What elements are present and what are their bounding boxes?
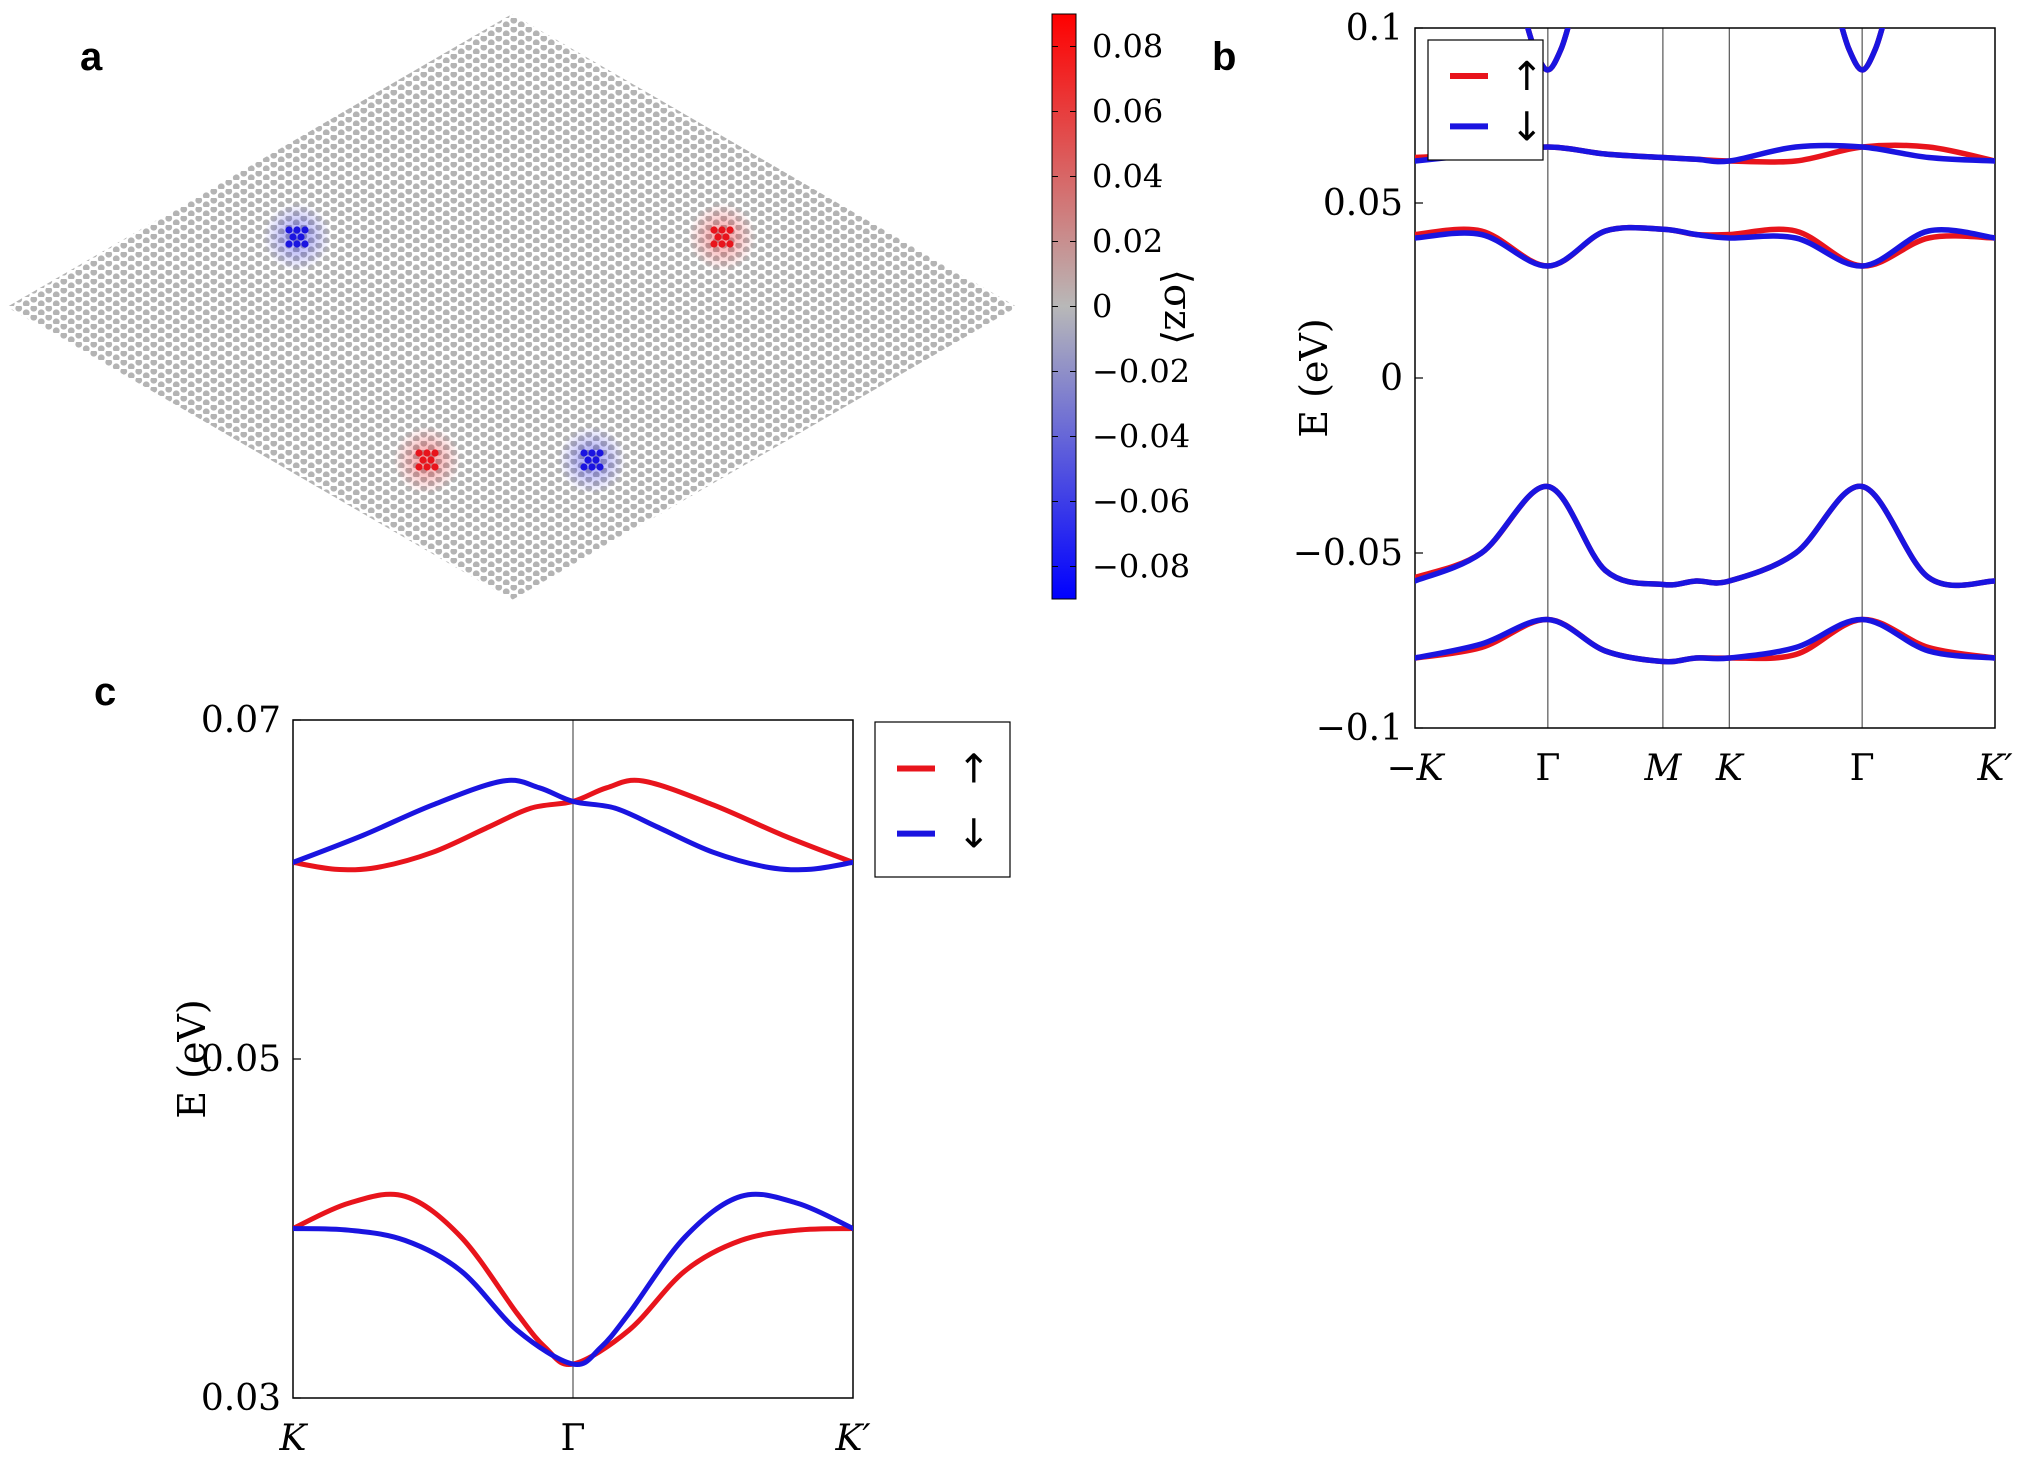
cluster-site — [580, 463, 588, 471]
panel-b-ytick-label: 0.05 — [1323, 183, 1403, 224]
panel-c-upper-band-up — [293, 777, 853, 873]
cluster-site — [714, 233, 722, 241]
plot-area — [293, 777, 853, 1368]
panel-label-b: b — [1212, 35, 1236, 79]
panel-b-xtick-label: K — [1715, 748, 1745, 789]
panel-b-bandstructure: 0.1 0.05 0 −0.05 −0.1−K Γ M K Γ K′ E (eV) ↑↓ — [1292, 8, 2013, 789]
panel-c-xtick-label: K — [279, 1418, 309, 1459]
panel-b-ytick-label: −0.1 — [1316, 708, 1403, 749]
panel-c-legend-label: ↓ — [957, 812, 991, 858]
panel-b-band-down-1 — [1415, 224, 1995, 269]
panel-b-legend-label: ↓ — [1510, 104, 1544, 150]
panel-b-top-band-down — [1524, 28, 1571, 73]
panel-b-ytick-label: 0.1 — [1346, 8, 1403, 49]
cluster-site — [297, 233, 305, 241]
panel-b-xtick-label: M — [1643, 748, 1682, 789]
panel-c-ytick-label: 0.03 — [201, 1378, 281, 1419]
cluster-site — [431, 449, 439, 457]
colorbar-tick-label: −0.08 — [1092, 548, 1190, 586]
cluster-site — [423, 449, 431, 457]
cluster-site — [726, 240, 734, 248]
cluster-site — [596, 449, 604, 457]
cluster-site — [301, 226, 309, 234]
cluster-upper-left — [263, 203, 331, 271]
colorbar-ticks: 0.08 0.06 0.04 0.02 0 −0.02 −0.04 −0.06 −0.08 — [1052, 28, 1190, 586]
cluster-site — [588, 463, 596, 471]
panel-b-legend-box — [1427, 39, 1544, 161]
panel-c-ylabel: E (eV) — [170, 999, 214, 1118]
panel-c-legend-box — [874, 721, 1011, 878]
cluster-site — [718, 240, 726, 248]
cluster-site — [293, 226, 301, 234]
panel-b-xtick-label: Γ — [1535, 748, 1560, 789]
panel-c-bandstructure: 0.07 0.05 0.03K Γ K′ E (eV) ↑ ↓ — [170, 700, 1011, 1459]
colorbar-tick-label: 0.08 — [1092, 28, 1163, 66]
cluster-site — [710, 226, 718, 234]
cluster-site — [423, 463, 431, 471]
panel-c-xtick-label: Γ — [561, 1418, 586, 1459]
cluster-site — [427, 456, 435, 464]
panel-b-ytick-label: 0 — [1380, 358, 1403, 399]
cluster-site — [415, 463, 423, 471]
colorbar: 0.08 0.06 0.04 0.02 0 −0.02 −0.04 −0.06 −0.08 ⟨σ… — [1051, 13, 1200, 600]
colorbar-tick-label: −0.06 — [1092, 483, 1190, 521]
panel-b-ytick-label: −0.05 — [1293, 533, 1403, 574]
panel-b-top-band-down — [1839, 28, 1886, 73]
colorbar-tick-label: −0.04 — [1092, 418, 1190, 456]
panel-c-ytick-label: 0.05 — [201, 1039, 281, 1080]
panel-b-legend-label: ↑ — [1510, 54, 1544, 100]
colorbar-tick-label: 0.04 — [1092, 158, 1163, 196]
panel-b-xtick-label: K′ — [1976, 748, 2012, 789]
colorbar-label: ⟨σz⟩ — [1156, 269, 1200, 345]
panel-label-c: c — [94, 670, 116, 714]
lattice-rhombus — [7, 14, 1017, 600]
colorbar-tick-label: 0 — [1092, 288, 1112, 326]
cluster-site — [293, 240, 301, 248]
cluster-site — [722, 233, 730, 241]
panel-a-lattice — [7, 14, 1017, 600]
panel-c-upper-band-down — [293, 777, 853, 873]
cluster-site — [301, 240, 309, 248]
cluster-site — [726, 226, 734, 234]
panel-c-xtick-label: K′ — [834, 1418, 870, 1459]
colorbar-tick-label: −0.02 — [1092, 353, 1190, 391]
panel-b-band-up-2 — [1415, 483, 1995, 589]
cluster-site — [580, 449, 588, 457]
cluster-site — [285, 240, 293, 248]
cluster-site — [596, 463, 604, 471]
cluster-site — [588, 449, 596, 457]
panel-c-legend-label: ↑ — [957, 747, 991, 793]
panel-b-band-down-3 — [1415, 616, 1995, 665]
cluster-upper-right — [688, 203, 756, 271]
colorbar-tick-label: 0.02 — [1092, 223, 1163, 261]
cluster-site — [415, 449, 423, 457]
cluster-site — [419, 456, 427, 464]
cluster-lower-right — [558, 426, 626, 494]
panel-c-ytick-label: 0.07 — [201, 700, 281, 741]
panel-label-a: a — [80, 35, 103, 79]
panel-b-xtick-label: −K — [1386, 748, 1445, 789]
panel-b-band-down-2 — [1415, 483, 1995, 589]
cluster-site — [285, 226, 293, 234]
cluster-site — [718, 226, 726, 234]
cluster-site — [584, 456, 592, 464]
spin-clusters — [263, 203, 756, 494]
panel-c-lower-band-down — [293, 1191, 853, 1368]
cluster-site — [710, 240, 718, 248]
cluster-site — [592, 456, 600, 464]
colorbar-tick-label: 0.06 — [1092, 93, 1163, 131]
cluster-site — [289, 233, 297, 241]
cluster-site — [431, 463, 439, 471]
panel-b-xtick-label: Γ — [1850, 748, 1875, 789]
panel-b-ylabel: E (eV) — [1292, 318, 1336, 437]
cluster-lower-left — [393, 426, 461, 494]
